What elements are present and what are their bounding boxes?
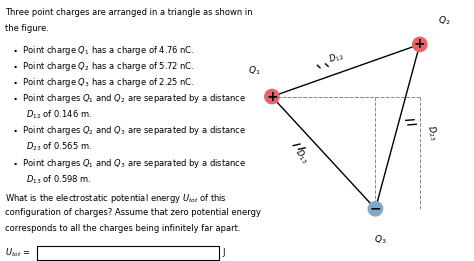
Text: $D_{13}$: $D_{13}$ — [292, 147, 311, 167]
Text: +: + — [266, 90, 278, 104]
Text: What is the electrostatic potential energy $U_{tot}$ of this: What is the electrostatic potential ener… — [5, 192, 227, 205]
Text: J: J — [223, 248, 225, 257]
Text: $D_{13}$ of 0.598 m.: $D_{13}$ of 0.598 m. — [26, 173, 91, 186]
Text: $Q_3$: $Q_3$ — [374, 234, 387, 246]
Ellipse shape — [413, 37, 427, 51]
Text: +: + — [414, 37, 426, 51]
Text: corresponds to all the charges being infinitely far apart.: corresponds to all the charges being inf… — [5, 224, 240, 233]
Text: $D_{23}$ of 0.565 m.: $D_{23}$ of 0.565 m. — [26, 141, 92, 153]
Text: Three point charges are arranged in a triangle as shown in: Three point charges are arranged in a tr… — [5, 8, 252, 17]
Text: $\bullet$  Point charge $Q_1$ has a charge of 4.76 nC.: $\bullet$ Point charge $Q_1$ has a charg… — [12, 44, 194, 57]
Text: $\bullet$  Point charges $Q_1$ and $Q_3$ are separated by a distance: $\bullet$ Point charges $Q_1$ and $Q_3$ … — [12, 157, 246, 170]
Text: $\bullet$  Point charge $Q_3$ has a charge of 2.25 nC.: $\bullet$ Point charge $Q_3$ has a charg… — [12, 76, 194, 89]
Text: the figure.: the figure. — [5, 24, 49, 33]
Text: $Q_2$: $Q_2$ — [438, 15, 451, 27]
Text: $D_{12}$ of 0.146 m.: $D_{12}$ of 0.146 m. — [26, 108, 92, 121]
Text: configuration of charges? Assume that zero potential energy: configuration of charges? Assume that ze… — [5, 208, 261, 217]
Ellipse shape — [265, 90, 279, 104]
Text: $\bullet$  Point charges $Q_1$ and $Q_2$ are separated by a distance: $\bullet$ Point charges $Q_1$ and $Q_2$ … — [12, 92, 246, 105]
Text: $\bullet$  Point charge $Q_2$ has a charge of 5.72 nC.: $\bullet$ Point charge $Q_2$ has a charg… — [12, 60, 194, 73]
Text: $Q_1$: $Q_1$ — [248, 64, 261, 77]
Text: $U_{tot}$ =: $U_{tot}$ = — [5, 247, 30, 259]
Text: $D_{12}$: $D_{12}$ — [327, 49, 345, 66]
Ellipse shape — [368, 202, 383, 216]
Text: $\bullet$  Point charges $Q_2$ and $Q_3$ are separated by a distance: $\bullet$ Point charges $Q_2$ and $Q_3$ … — [12, 124, 246, 138]
Text: $D_{23}$: $D_{23}$ — [424, 124, 440, 142]
FancyBboxPatch shape — [37, 246, 219, 260]
Text: −: − — [370, 202, 381, 216]
